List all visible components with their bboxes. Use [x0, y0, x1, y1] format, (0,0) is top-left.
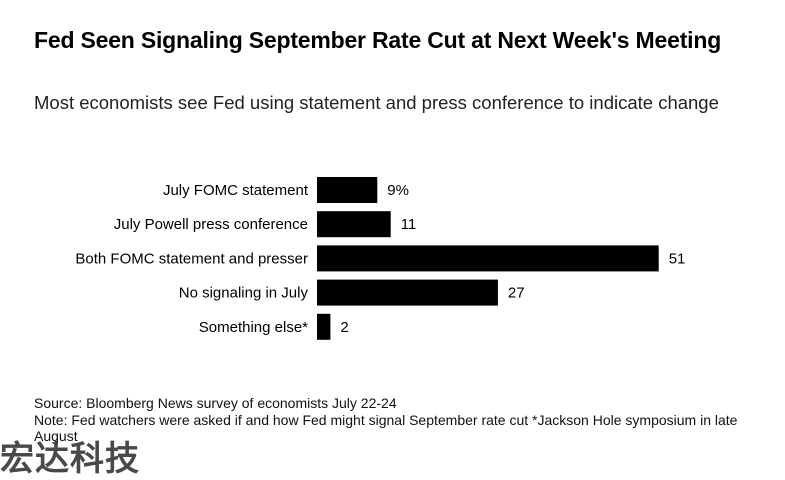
bar — [317, 279, 498, 306]
chart-subtitle: Most economists see Fed using statement … — [34, 92, 719, 113]
bar-chart: July FOMC statement 9% July Powell press c… — [75, 177, 686, 340]
footnote: Note: Fed watchers were asked if and how… — [34, 412, 738, 444]
value-label: 9% — [387, 182, 409, 199]
category-label: July Powell press conference — [114, 216, 308, 233]
bar — [317, 313, 331, 340]
bar — [317, 245, 659, 272]
watermark-logo: 宏达科技 — [0, 439, 140, 479]
category-label: No signaling in July — [179, 285, 309, 302]
value-label: 27 — [508, 285, 525, 302]
category-label: Something else* — [199, 319, 308, 336]
value-label: 2 — [340, 319, 348, 336]
source-note: Source: Bloomberg News survey of economi… — [34, 395, 397, 411]
chart-title: Fed Seen Signaling September Rate Cut at… — [34, 27, 722, 53]
bar — [317, 211, 391, 238]
category-label: July FOMC statement — [163, 182, 309, 199]
category-label: Both FOMC statement and presser — [75, 250, 308, 267]
bar — [317, 177, 378, 203]
value-label: 51 — [669, 250, 686, 267]
value-label: 11 — [401, 216, 417, 233]
